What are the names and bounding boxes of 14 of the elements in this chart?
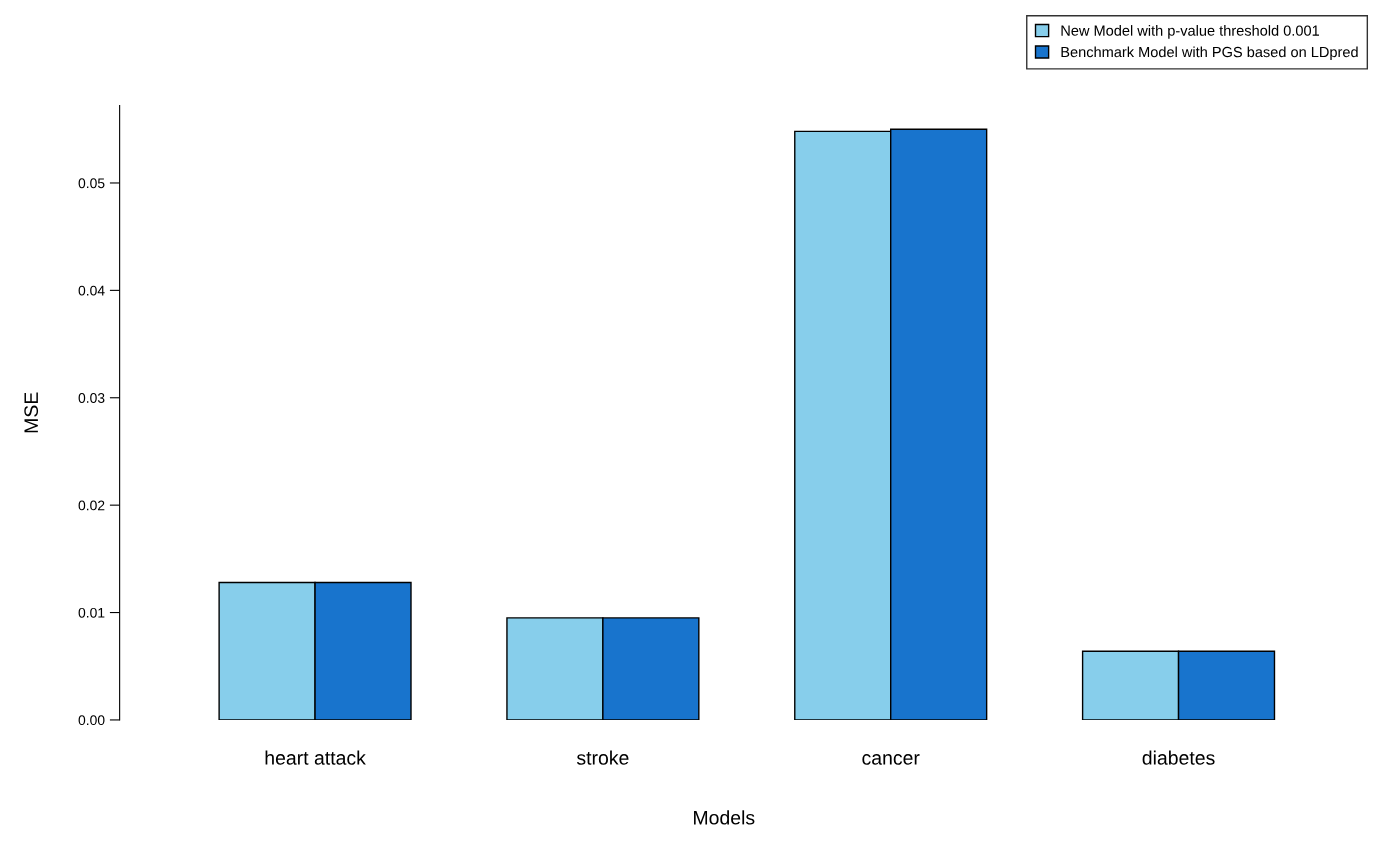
y-axis-title: MSE (24, 392, 39, 433)
x-axis-title: Models (694, 810, 755, 825)
y-tick-label: 0.00 (78, 715, 105, 726)
y-tick-label: 0.03 (78, 393, 105, 403)
legend-label: New Model with p-value threshold 0.001 (1061, 25, 1319, 39)
x-tick-label: diabetes (1142, 750, 1215, 765)
x-tick-label: cancer (862, 754, 920, 765)
y-tick-label: 0.05 (78, 178, 105, 189)
y-tick-label: 0.02 (78, 500, 105, 511)
x-tick-label: heart attack (265, 750, 366, 765)
y-tick-label: 0.01 (78, 607, 105, 618)
y-tick-label: 0.04 (78, 285, 105, 296)
x-tick-label: stroke (576, 750, 629, 765)
legend-label: Benchmark Model with PGS based on LDpred (1061, 46, 1358, 61)
